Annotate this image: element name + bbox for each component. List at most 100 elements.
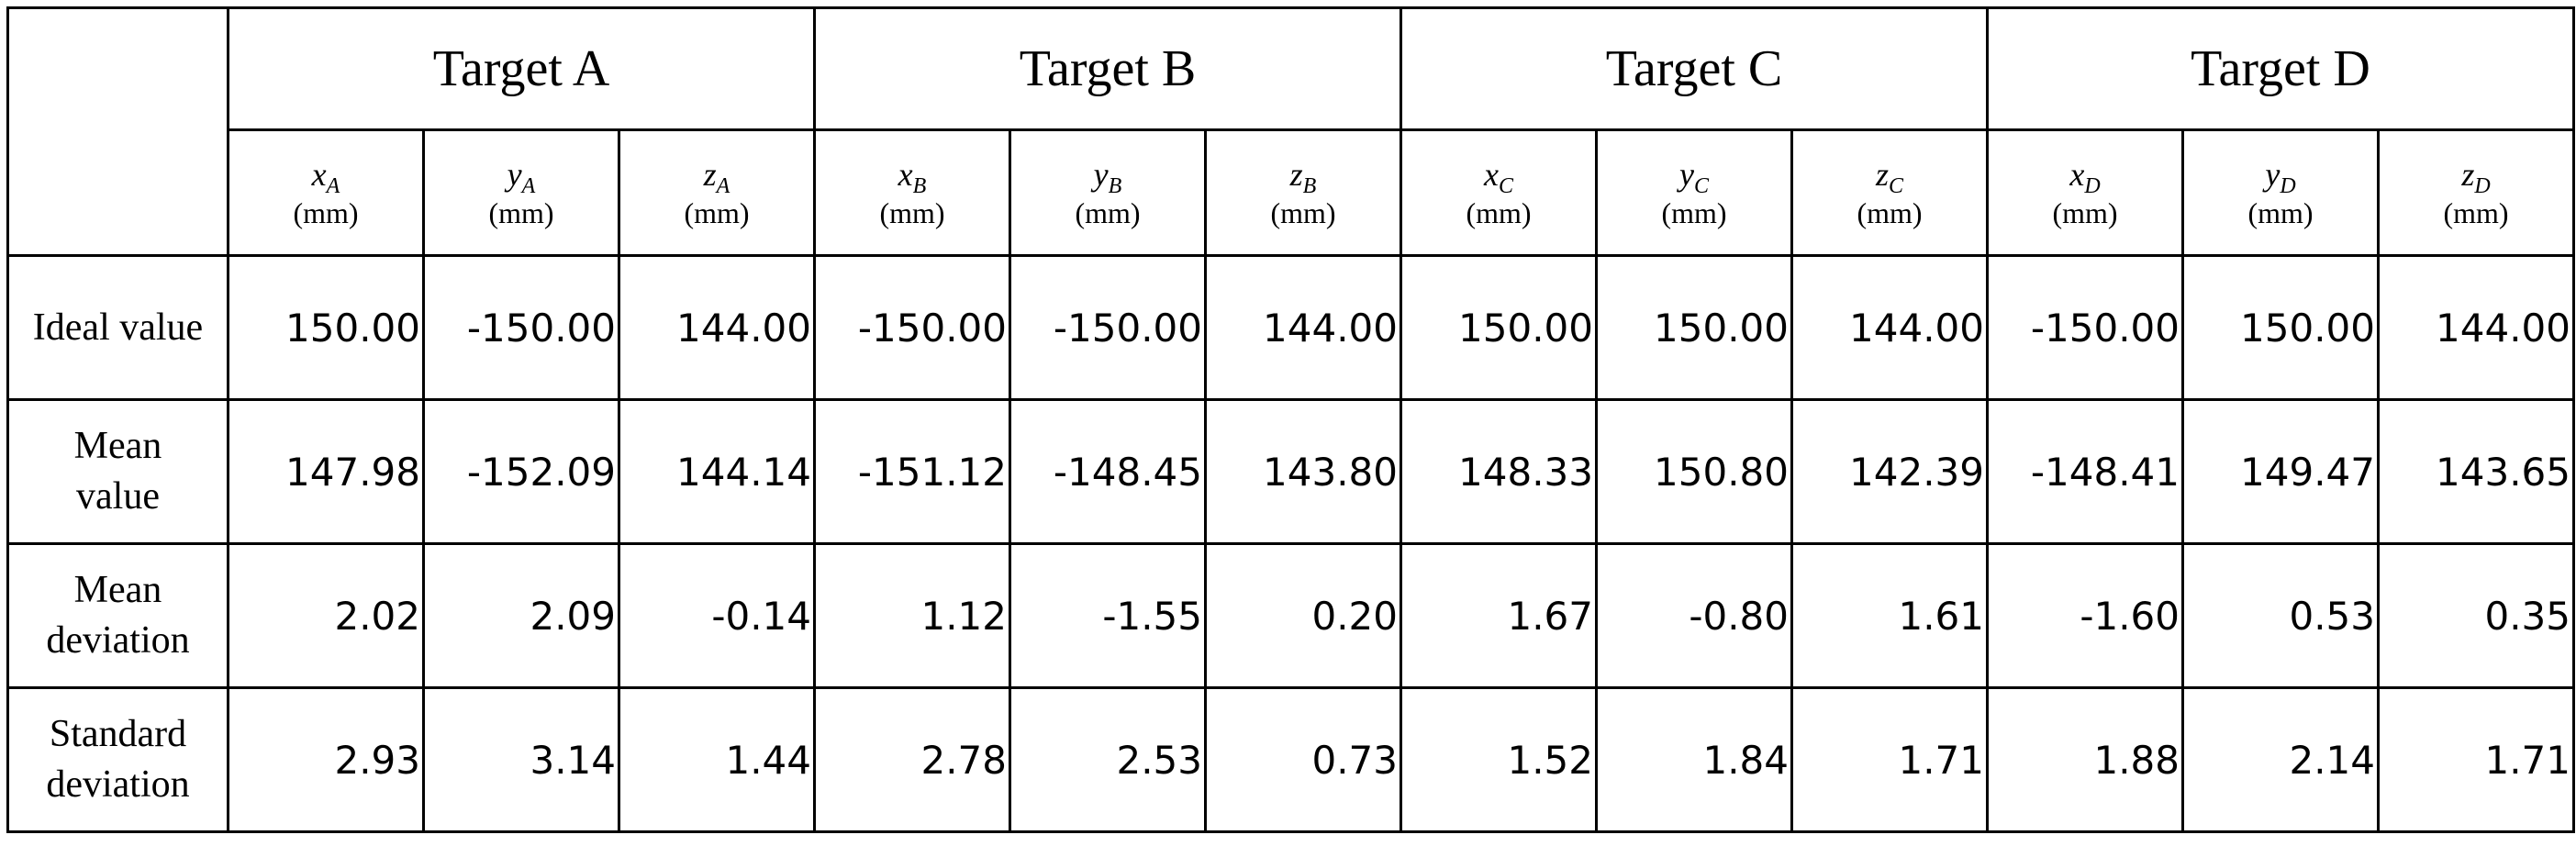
subheader: xC (mm) [1400, 128, 1598, 257]
value-cell: 143.80 [1204, 398, 1402, 545]
value-cell: 2.53 [1009, 686, 1207, 833]
value-cell: 2.02 [227, 542, 425, 689]
unit: (mm) [2247, 195, 2314, 229]
value-cell: 1.61 [1790, 542, 1989, 689]
value-cell: 144.14 [618, 398, 816, 545]
subheader: zC (mm) [1790, 128, 1989, 257]
value-cell: -1.55 [1009, 542, 1207, 689]
subheader: yC (mm) [1595, 128, 1793, 257]
unit: (mm) [488, 195, 554, 229]
unit: (mm) [684, 195, 750, 229]
value-cell: -150.00 [1009, 254, 1207, 401]
value-cell: 3.14 [422, 686, 620, 833]
value-cell: -150.00 [422, 254, 620, 401]
unit: (mm) [1466, 195, 1532, 229]
value-cell: 150.00 [1400, 254, 1598, 401]
variable: xC [1484, 156, 1513, 199]
group-header: Target C [1400, 6, 1989, 131]
value-cell: 2.09 [422, 542, 620, 689]
variable: yC [1679, 156, 1709, 199]
data-row: Mean value 147.98 -152.09 144.14 -151.12 -148… [6, 398, 2575, 545]
value-cell: 1.84 [1595, 686, 1793, 833]
value-cell: -152.09 [422, 398, 620, 545]
value-cell: 1.71 [1790, 686, 1989, 833]
variable: yA [507, 156, 536, 199]
subheader: xA (mm) [227, 128, 425, 257]
value-cell: 1.88 [1986, 686, 2184, 833]
subscript: A [521, 174, 536, 199]
value-cell: -150.00 [1986, 254, 2184, 401]
value-cell: -151.12 [813, 398, 1011, 545]
unit: (mm) [1075, 195, 1141, 229]
subheader: yB (mm) [1009, 128, 1207, 257]
value-cell: 143.65 [2377, 398, 2575, 545]
subscript: A [716, 174, 730, 199]
subscript: B [912, 174, 927, 199]
row-label: Mean value [6, 398, 229, 545]
subscript: B [1108, 174, 1122, 199]
subscript: A [326, 174, 340, 199]
group-header: Target B [813, 6, 1402, 131]
subscript: C [1693, 174, 1709, 199]
unit: (mm) [293, 195, 359, 229]
subheader: zB (mm) [1204, 128, 1402, 257]
value-cell: 1.52 [1400, 686, 1598, 833]
value-cell: -148.45 [1009, 398, 1207, 545]
value-cell: 0.35 [2377, 542, 2575, 689]
value-cell: 0.53 [2181, 542, 2380, 689]
value-cell: 144.00 [1204, 254, 1402, 401]
value-cell: 1.67 [1400, 542, 1598, 689]
variable: xD [2069, 156, 2101, 199]
subheader: yA (mm) [422, 128, 620, 257]
value-cell: 144.00 [1790, 254, 1989, 401]
value-cell: 1.71 [2377, 686, 2575, 833]
variable: zB [1289, 156, 1317, 199]
corner-cell [6, 6, 229, 257]
variable: zD [2461, 156, 2491, 199]
subscript: C [1889, 174, 1904, 199]
value-cell: -148.41 [1986, 398, 2184, 545]
variable: zC [1875, 156, 1904, 199]
value-cell: -0.14 [618, 542, 816, 689]
value-cell: 2.14 [2181, 686, 2380, 833]
value-cell: 1.12 [813, 542, 1011, 689]
unit: (mm) [2052, 195, 2118, 229]
variable: xB [898, 156, 927, 199]
row-label: Ideal value [6, 254, 229, 401]
value-cell: 147.98 [227, 398, 425, 545]
subscript: B [1302, 174, 1317, 199]
group-header: Target D [1986, 6, 2575, 131]
subheader-row: xA (mm) yA (mm) zA (mm) xB (mm) yB (mm) zB (mm) xC (m… [8, 128, 2575, 257]
data-row: Ideal value 150.00 -150.00 144.00 -150.00 -15… [6, 254, 2575, 401]
value-cell: 150.00 [1595, 254, 1793, 401]
header-row: Target A Target B Target C Target D [6, 6, 2575, 257]
data-row: Standard deviation 2.93 3.14 1.44 2.78 2.53 0.… [6, 686, 2575, 833]
value-cell: -0.80 [1595, 542, 1793, 689]
value-cell: 0.73 [1204, 686, 1402, 833]
variable: xA [311, 156, 340, 199]
unit: (mm) [2443, 195, 2509, 229]
value-cell: 0.20 [1204, 542, 1402, 689]
unit: (mm) [1857, 195, 1923, 229]
subheader: xB (mm) [813, 128, 1011, 257]
value-cell: -150.00 [813, 254, 1011, 401]
variable: yB [1093, 156, 1122, 199]
unit: (mm) [1270, 195, 1336, 229]
value-cell: 2.78 [813, 686, 1011, 833]
value-cell: 149.47 [2181, 398, 2380, 545]
row-label: Standard deviation [6, 686, 229, 833]
value-cell: 144.00 [2377, 254, 2575, 401]
value-cell: 150.00 [2181, 254, 2380, 401]
value-cell: 150.80 [1595, 398, 1793, 545]
subscript: D [2084, 174, 2101, 199]
value-cell: 148.33 [1400, 398, 1598, 545]
subheader: zA (mm) [618, 128, 816, 257]
value-cell: 144.00 [618, 254, 816, 401]
subheader: yD (mm) [2181, 128, 2380, 257]
subscript: D [2280, 174, 2296, 199]
variable: yD [2265, 156, 2296, 199]
row-label: Mean deviation [6, 542, 229, 689]
subheader: xD (mm) [1986, 128, 2184, 257]
